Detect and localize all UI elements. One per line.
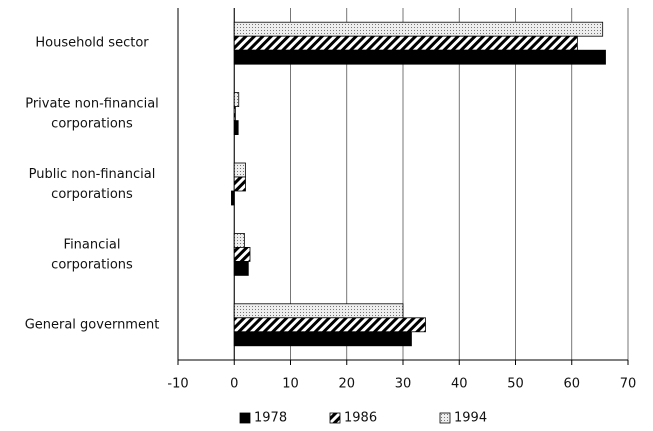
x-tick-label: -10 (167, 377, 188, 392)
bar (233, 21, 604, 37)
bar (233, 331, 412, 347)
bar (231, 190, 235, 206)
y-tick-label: Household sector (35, 36, 149, 51)
legend-swatch (439, 412, 451, 424)
x-tick-label: 70 (620, 377, 637, 392)
legend-swatch (239, 412, 251, 424)
bar (233, 246, 251, 262)
legend-label: 1978 (254, 411, 287, 426)
x-tick-label: 20 (338, 377, 355, 392)
x-tick-label: 40 (451, 377, 468, 392)
x-tick-label: 10 (282, 377, 299, 392)
x-tick-label: 60 (563, 377, 580, 392)
y-tick-label: Public non-financial corporations (29, 167, 156, 202)
bar (233, 232, 245, 248)
bar (233, 106, 236, 121)
legend-label: 1986 (344, 411, 377, 426)
y-tick-label: Financial corporations (51, 237, 133, 272)
legend-swatch (329, 412, 341, 424)
bar (233, 303, 404, 319)
bar (233, 260, 249, 276)
bar (233, 92, 240, 107)
x-tick-label: 50 (507, 377, 524, 392)
bar (233, 120, 239, 135)
x-tick-label: 30 (395, 377, 412, 392)
x-tick-label: 0 (230, 377, 238, 392)
bar (233, 162, 246, 178)
bar (233, 317, 426, 333)
legend-label: 1994 (454, 411, 487, 426)
y-tick-label: General government (25, 317, 160, 332)
bar (233, 49, 606, 65)
bar (233, 35, 578, 51)
bar (233, 176, 246, 192)
y-tick-label: Private non-financial corporations (25, 96, 159, 131)
